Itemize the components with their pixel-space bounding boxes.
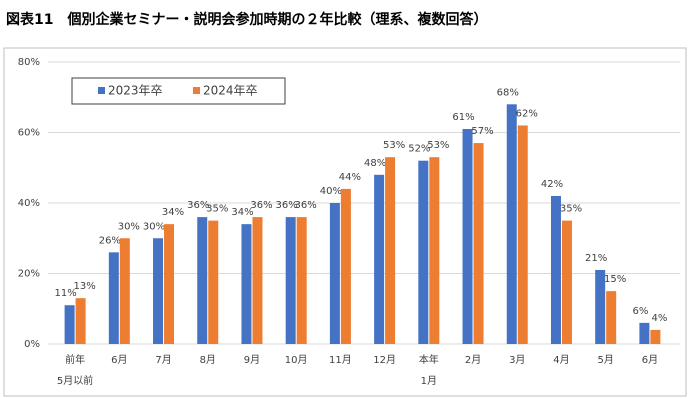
legend-swatch: [98, 87, 105, 94]
bar: [517, 125, 528, 344]
bar: [606, 291, 617, 344]
y-tick-label: 20%: [18, 269, 40, 280]
x-tick-label: 9月: [244, 354, 260, 366]
y-tick-label: 40%: [18, 198, 40, 209]
bar: [340, 188, 351, 344]
bar: [374, 174, 385, 344]
data-label: 53%: [383, 140, 405, 151]
data-label: 35%: [560, 204, 582, 215]
bar: [296, 217, 307, 344]
bar: [252, 217, 263, 344]
data-label: 36%: [250, 200, 272, 211]
chart-frame: [3, 47, 687, 397]
bar: [506, 104, 517, 344]
legend-swatch: [193, 87, 200, 94]
x-tick-label: 10月: [285, 354, 308, 366]
bar: [550, 195, 561, 344]
data-label: 4%: [651, 313, 667, 324]
x-tick-label: 5月: [597, 354, 613, 366]
data-label: 62%: [516, 108, 538, 119]
bar: [650, 329, 661, 344]
bar: [164, 224, 175, 344]
y-tick-label: 80%: [18, 57, 40, 68]
data-label: 52%: [408, 144, 430, 155]
data-label: 30%: [118, 221, 140, 232]
data-label: 68%: [497, 87, 519, 98]
bar: [241, 224, 252, 344]
bar: [595, 269, 606, 344]
bar: [208, 220, 219, 344]
chart-title: 図表11 個別企業セミナー・説明会参加時期の２年比較（理系、複数回答）: [6, 11, 487, 28]
data-label: 35%: [206, 204, 228, 215]
x-tick-label: 6月: [642, 354, 658, 366]
legend-box: [71, 77, 286, 105]
data-label: 30%: [143, 221, 165, 232]
bar: [639, 322, 650, 344]
bar: [429, 157, 440, 344]
y-tick-label: 60%: [18, 128, 40, 139]
data-label: 36%: [187, 200, 209, 211]
data-label: 34%: [162, 207, 184, 218]
data-label: 15%: [604, 274, 626, 285]
data-label: 42%: [541, 179, 563, 190]
x-tick-label: 前年: [65, 353, 85, 366]
data-label: 36%: [276, 200, 298, 211]
x-tick-label: 12月: [373, 354, 396, 366]
legend-label: 2024年卒: [203, 84, 258, 98]
x-tick-label: 6月: [111, 354, 127, 366]
x-tick-label: 8月: [200, 354, 216, 366]
bar: [385, 157, 396, 344]
bar: [329, 203, 340, 344]
data-label: 13%: [73, 281, 95, 292]
bar: [462, 128, 473, 344]
legend-label: 2023年卒: [108, 84, 163, 98]
data-label: 34%: [231, 207, 253, 218]
y-tick-label: 0%: [24, 339, 40, 350]
data-label: 57%: [471, 126, 493, 137]
data-label: 61%: [452, 112, 474, 123]
data-label: 53%: [427, 140, 449, 151]
x-tick-label: 1月: [421, 375, 437, 387]
data-label: 44%: [339, 172, 361, 183]
bar: [561, 220, 572, 344]
x-tick-label: 4月: [553, 354, 569, 366]
x-tick-label: 11月: [329, 354, 352, 366]
data-label: 26%: [99, 235, 121, 246]
bar: [75, 298, 86, 344]
data-label: 21%: [585, 253, 607, 264]
bar: [285, 217, 296, 344]
x-tick-label: 本年: [419, 353, 439, 366]
bar: [108, 252, 119, 344]
data-label: 6%: [632, 306, 648, 317]
bar: [153, 238, 164, 344]
bar: [119, 238, 130, 344]
bar: [64, 305, 75, 344]
bar: [473, 143, 484, 344]
data-label: 40%: [320, 186, 342, 197]
data-label: 11%: [54, 288, 76, 299]
bar: [418, 160, 429, 344]
data-label: 48%: [364, 158, 386, 169]
data-label: 36%: [295, 200, 317, 211]
bar: [197, 217, 208, 344]
x-tick-label: 5月以前: [57, 374, 93, 387]
x-tick-label: 7月: [155, 354, 171, 366]
x-tick-label: 2月: [465, 354, 481, 366]
x-tick-label: 3月: [509, 354, 525, 366]
